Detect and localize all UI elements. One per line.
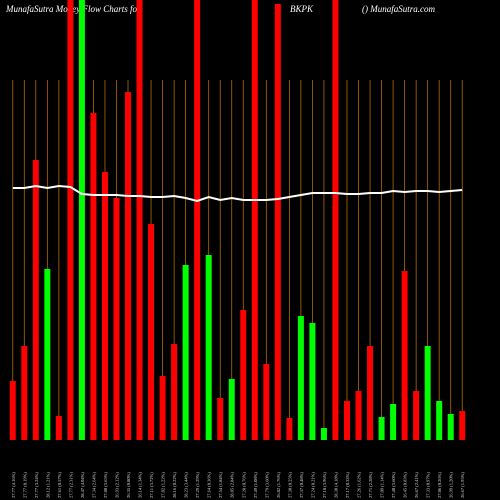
x-tick-label: 26.45 (0.83%)	[403, 472, 408, 498]
x-tick-label: 27.17 (0.33%)	[345, 472, 350, 498]
x-tick-label: 27.33 (0.97%)	[426, 472, 431, 498]
x-tick-label: 27.77 (4.16%)	[11, 472, 16, 498]
x-tick-label: 27.61 (0.57%)	[57, 472, 62, 498]
bar	[309, 323, 316, 440]
bar	[205, 255, 212, 440]
x-tick-label: 27.29 (1.29%)	[195, 472, 200, 498]
x-tick-label: 28.16 (0.22%)	[172, 472, 177, 498]
x-tick-label: 27.77 (2.31%)	[68, 472, 73, 498]
bar	[413, 391, 420, 440]
bar	[21, 346, 28, 440]
bar	[447, 414, 454, 440]
x-tick-label: 26.99 (1.20%)	[449, 472, 454, 498]
bar	[78, 0, 85, 440]
x-tick-label: 27.26 (1.62%)	[357, 472, 362, 498]
bar	[9, 381, 16, 440]
bar	[125, 92, 132, 440]
bars	[9, 0, 466, 440]
x-tick-label: 27.49 (1.08%)	[253, 472, 258, 498]
chart-source: () MunafaSutra.com	[362, 4, 435, 14]
bar	[32, 160, 39, 440]
bar	[171, 344, 178, 440]
x-tick-label: 27.71 (2.28%)	[368, 472, 373, 498]
bar	[67, 0, 74, 440]
bar	[113, 198, 120, 440]
bar	[240, 310, 247, 440]
bar	[217, 398, 224, 440]
x-tick-label: 27.06 (0.26%)	[437, 472, 442, 498]
bar	[194, 0, 201, 440]
x-tick-label: 26.93 (2.12%)	[114, 472, 119, 498]
x-tick-label: 27.80 (3.65%)	[103, 472, 108, 498]
bar	[274, 4, 281, 440]
x-tick-label: 27.77 (3.24%)	[34, 472, 39, 498]
x-tick-label: 27.79 (3.60%)	[264, 472, 269, 498]
x-tick-label: 28.12 (1.21%)	[45, 472, 50, 498]
x-tick-label: 27.37 (0.48%)	[299, 472, 304, 498]
money-flow-line	[12, 184, 463, 203]
bar	[90, 113, 97, 440]
bar	[182, 265, 189, 440]
x-tick-label: 27.77 (0.19%)	[22, 472, 27, 498]
x-tick-label: 27.24 (0.21%)	[310, 472, 315, 498]
bar	[159, 376, 166, 440]
bar	[55, 416, 62, 440]
bar	[390, 404, 397, 440]
bar	[401, 271, 408, 440]
x-tick-label: 27.34 (2.64%)	[91, 472, 96, 498]
chart-symbol: BKPK	[290, 4, 314, 14]
x-tick-label: 27.64 (0.36%)	[207, 472, 212, 498]
x-labels: 27.77 (4.16%) 27.77 (0.19%) 27.77 (3.24%) 2…	[11, 472, 465, 498]
bar	[378, 417, 385, 440]
x-tick-label: 28.23 (3.44%)	[184, 472, 189, 498]
x-tick-label: 27.54 (1.84%)	[218, 472, 223, 498]
bar	[424, 346, 431, 440]
x-tick-label: 26.82 (1.76%)	[276, 472, 281, 498]
x-tick-label: 28.30 (4.18%)	[333, 472, 338, 498]
bar	[459, 411, 466, 440]
bar	[355, 391, 362, 440]
bar	[332, 0, 339, 440]
x-tick-label: 27.28 (0.76%)	[241, 472, 246, 498]
bar	[263, 364, 270, 440]
x-tick-label: 26.35 (0.80%)	[126, 472, 131, 498]
bar	[367, 346, 374, 440]
bar	[320, 428, 327, 440]
x-tick-label: 27.82 (1.22%)	[161, 472, 166, 498]
bar	[101, 172, 108, 440]
x-tick-label: 27.09 (1.14%)	[380, 472, 385, 498]
bar	[228, 379, 235, 440]
x-tick-label: 28.47 (4.04%)	[80, 472, 85, 498]
x-tick-label: 26.67 (2.41%)	[414, 472, 419, 498]
x-tick-label: 27.18 (3.96%)	[322, 472, 327, 498]
x-tick-label: 27.40 (3.60%)	[391, 472, 396, 498]
bar	[148, 224, 155, 440]
x-tick-label: 28.05 (2.84%)	[230, 472, 235, 498]
x-tick-label: 26.14 (1.34%)	[138, 472, 143, 498]
x-tick-label: 27.11 (3.72%)	[149, 472, 154, 498]
bar	[286, 418, 293, 440]
bar	[136, 0, 143, 440]
bar	[297, 316, 304, 440]
x-tick-label: 26.67 (1.95%)	[460, 472, 465, 498]
x-tick-label: 27.30 (0.25%)	[287, 472, 292, 498]
bar	[343, 401, 350, 440]
bar	[44, 269, 51, 440]
bar	[436, 401, 443, 440]
bar	[251, 0, 258, 440]
